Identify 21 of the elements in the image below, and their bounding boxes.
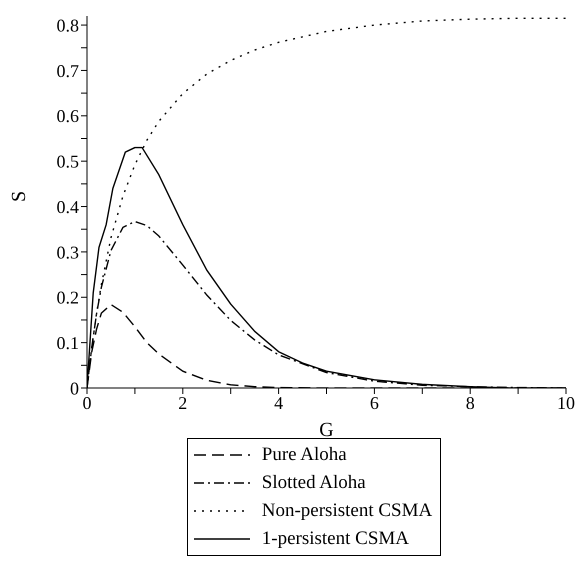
y-tick-label: 0.4 [56, 196, 79, 217]
y-tick-label: 0.8 [56, 15, 79, 36]
y-tick-label: 0.6 [56, 106, 79, 126]
x-tick-label: 8 [466, 392, 475, 413]
x-axis-title: G [319, 419, 334, 441]
legend-label: Slotted Aloha [262, 471, 366, 495]
legend-label: Non-persistent CSMA [262, 499, 432, 523]
y-tick-label: 0.5 [56, 152, 79, 172]
y-tick-label: 0.2 [56, 288, 79, 308]
x-tick-label: 6 [370, 392, 379, 413]
y-tick-label: 0 [70, 378, 79, 398]
y-tick-label: 0.7 [56, 60, 79, 81]
y-tick-label: 0.3 [56, 242, 79, 262]
y-axis-title: S [8, 190, 30, 202]
x-tick-label: 4 [274, 392, 284, 413]
x-tick-label: 0 [82, 392, 92, 413]
x-tick-label: 10 [557, 392, 575, 413]
y-tick-label: 0.1 [56, 333, 79, 354]
x-tick-label: 2 [178, 392, 188, 413]
legend-label: Pure Aloha [262, 443, 347, 467]
legend-label: 1-persistent CSMA [262, 527, 409, 551]
